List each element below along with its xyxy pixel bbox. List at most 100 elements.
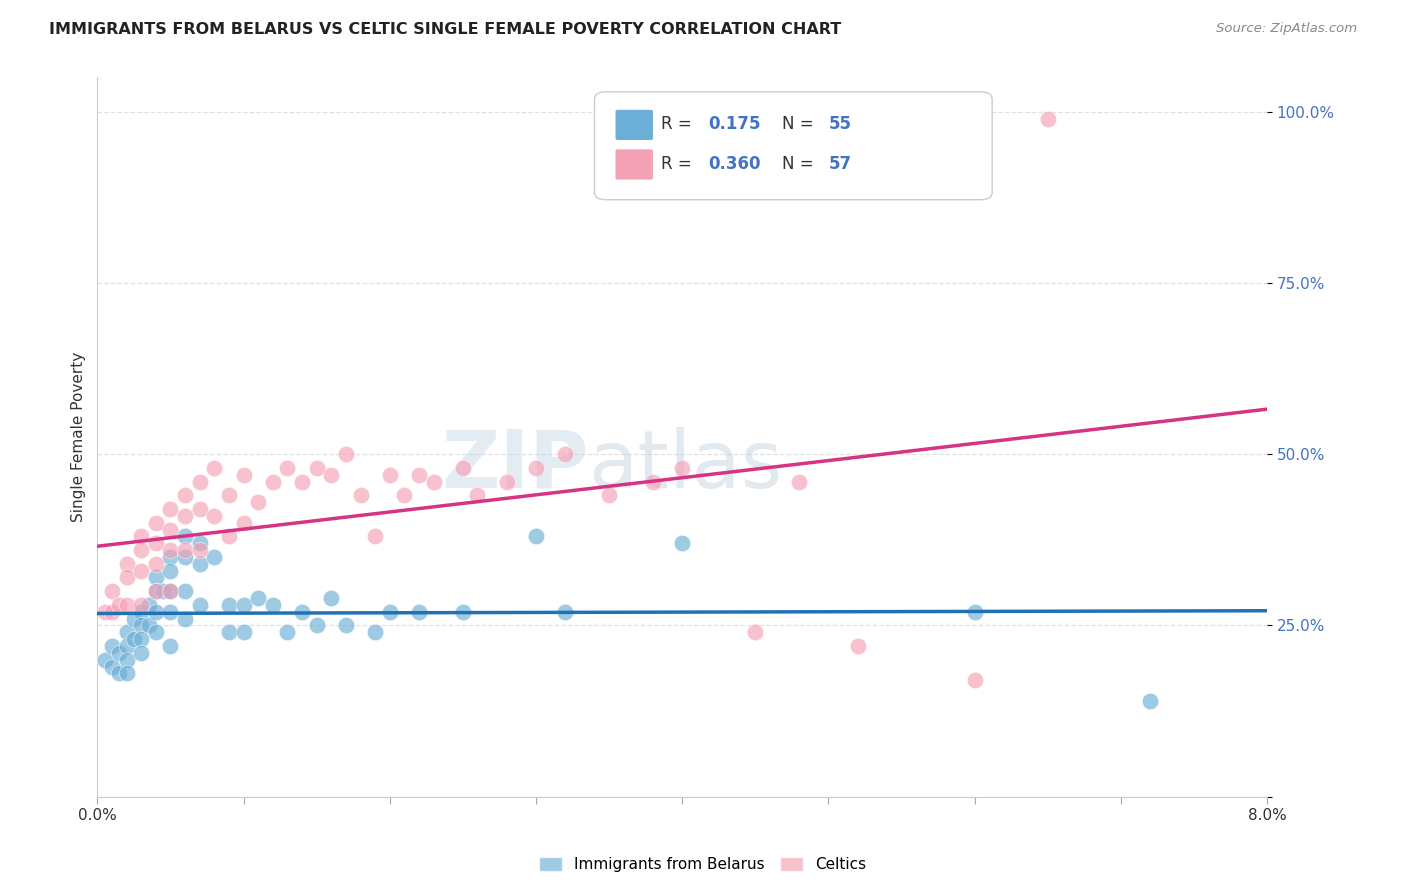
Point [291, 605, 314, 619]
Text: 0.175: 0.175 [709, 115, 761, 133]
Point [129, 529, 152, 543]
Point [202, 508, 225, 523]
Text: Source: ZipAtlas.com: Source: ZipAtlas.com [1216, 22, 1357, 36]
Point [122, 632, 145, 647]
Point [108, 666, 131, 681]
Point [188, 502, 211, 516]
Point [174, 549, 197, 564]
Point [174, 584, 197, 599]
Text: N =: N = [782, 154, 818, 173]
Point [188, 536, 211, 550]
Point [335, 618, 357, 632]
Point [218, 488, 240, 502]
Point [846, 639, 869, 653]
FancyBboxPatch shape [616, 110, 652, 140]
Point [408, 605, 430, 619]
Point [101, 584, 124, 599]
Point [188, 557, 211, 571]
Point [152, 584, 174, 599]
Point [129, 564, 152, 578]
Point [159, 523, 181, 537]
FancyBboxPatch shape [595, 92, 993, 200]
Point [159, 549, 181, 564]
Point [145, 584, 167, 599]
Point [93, 605, 115, 619]
Point [495, 475, 517, 489]
Point [305, 461, 328, 475]
Point [422, 475, 444, 489]
Point [101, 659, 124, 673]
Point [744, 625, 766, 640]
Text: R =: R = [661, 154, 697, 173]
Point [321, 591, 343, 605]
Point [145, 536, 167, 550]
Point [1139, 694, 1161, 708]
Point [129, 543, 152, 558]
Point [787, 475, 810, 489]
Point [671, 536, 693, 550]
Point [202, 549, 225, 564]
Point [247, 591, 270, 605]
Point [159, 564, 181, 578]
Point [108, 646, 131, 660]
Text: 55: 55 [828, 115, 852, 133]
Legend: Immigrants from Belarus, Celtics: Immigrants from Belarus, Celtics [531, 849, 875, 880]
Point [115, 625, 138, 640]
Point [349, 488, 371, 502]
Text: ZIP: ZIP [441, 427, 589, 505]
Point [93, 653, 115, 667]
Point [232, 467, 254, 482]
Point [276, 625, 298, 640]
Point [145, 625, 167, 640]
Point [188, 543, 211, 558]
Point [108, 598, 131, 612]
Point [276, 461, 298, 475]
Point [174, 529, 197, 543]
Point [188, 475, 211, 489]
Point [378, 605, 401, 619]
Point [524, 461, 547, 475]
Point [159, 639, 181, 653]
Point [394, 488, 416, 502]
Point [218, 529, 240, 543]
Point [364, 529, 387, 543]
Point [247, 495, 270, 509]
Point [232, 516, 254, 530]
Point [174, 508, 197, 523]
Point [554, 605, 576, 619]
Point [218, 598, 240, 612]
Point [963, 673, 986, 688]
Point [232, 598, 254, 612]
Point [115, 598, 138, 612]
Point [291, 475, 314, 489]
Point [202, 461, 225, 475]
Point [305, 618, 328, 632]
Point [129, 598, 152, 612]
Point [218, 625, 240, 640]
Point [145, 516, 167, 530]
Point [115, 639, 138, 653]
Point [671, 461, 693, 475]
Point [101, 639, 124, 653]
Text: N =: N = [782, 115, 818, 133]
Point [101, 605, 124, 619]
Point [321, 467, 343, 482]
Point [641, 475, 664, 489]
Point [159, 605, 181, 619]
Point [138, 618, 160, 632]
Point [1036, 112, 1059, 126]
Text: IMMIGRANTS FROM BELARUS VS CELTIC SINGLE FEMALE POVERTY CORRELATION CHART: IMMIGRANTS FROM BELARUS VS CELTIC SINGLE… [49, 22, 841, 37]
Point [451, 605, 474, 619]
Point [122, 611, 145, 625]
Point [262, 598, 284, 612]
Point [335, 447, 357, 461]
Point [188, 598, 211, 612]
Point [138, 598, 160, 612]
Point [145, 557, 167, 571]
Point [145, 570, 167, 584]
Point [115, 653, 138, 667]
Point [115, 557, 138, 571]
Text: 57: 57 [828, 154, 852, 173]
Point [129, 632, 152, 647]
Y-axis label: Single Female Poverty: Single Female Poverty [72, 352, 86, 522]
